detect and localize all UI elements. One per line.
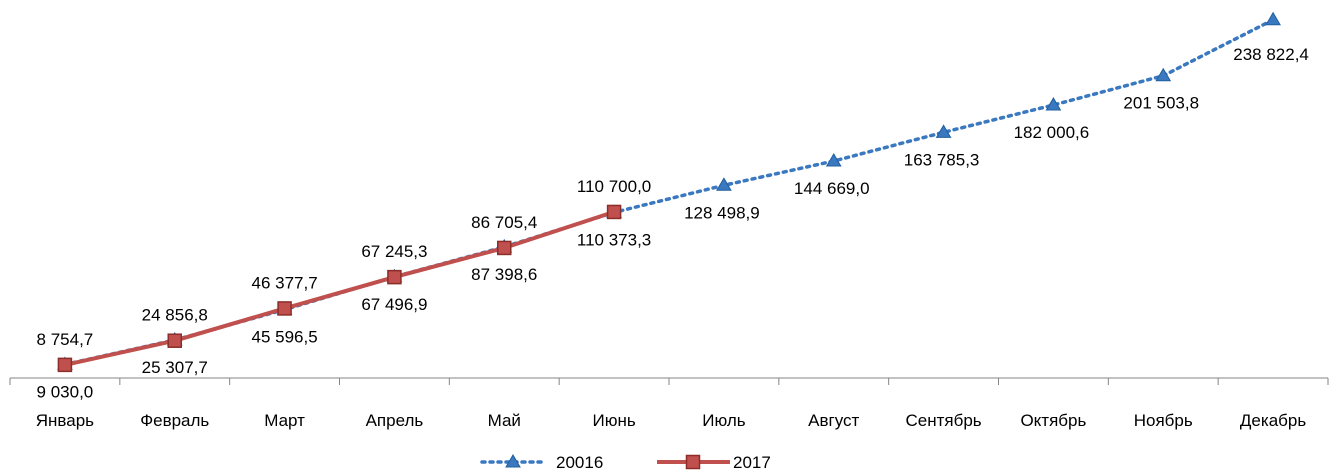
data-point-20016 [825,153,842,167]
data-label-2017: 67 245,3 [361,242,427,261]
data-label-20016: 163 785,3 [904,150,980,169]
data-point-2017 [277,301,292,316]
x-tick-label: Ноябрь [1134,411,1193,430]
data-point-2017 [57,357,73,373]
data-point-20016 [1155,67,1172,82]
data-point-20016 [935,124,952,138]
data-label-20016: 201 503,8 [1123,94,1199,113]
data-point-20016 [1045,97,1062,111]
x-tick-label: Январь [36,411,94,430]
legend-label-2017: 2017 [733,453,771,472]
x-tick-label: Март [264,411,305,430]
data-label-20016: 87 398,6 [471,265,537,284]
data-label-2017: 110 700,0 [577,177,651,196]
x-tick-label: Апрель [366,411,424,430]
x-tick-label: Декабрь [1240,411,1306,430]
data-point-20016 [1265,11,1281,26]
data-point-2017 [497,240,512,256]
x-tick-label: Октябрь [1020,411,1086,430]
data-label-2017: 24 856,8 [142,306,208,325]
data-label-20016: 238 822,4 [1233,45,1309,64]
x-axis: Январь Февраль Март Апрель Май Июнь Июль Август… [9,377,1329,430]
series-line-20016 [63,18,1275,367]
data-label-20016: 144 669,0 [794,179,870,198]
series-line-2017 [64,209,615,367]
x-tick-label: Сентябрь [905,411,981,430]
data-labels: 9 030,0 25 307,7 45 596,5 67 496,9 87 398,6 1… [37,45,1309,402]
x-tick-label: Февраль [140,411,209,430]
legend-marker-2017 [685,454,701,470]
data-point-2017 [387,269,402,285]
data-label-2017: 46 377,7 [251,273,317,292]
data-label-20016: 25 307,7 [142,358,208,377]
x-tick-label: Май [488,411,521,430]
data-label-2017: 86 705,4 [471,213,537,232]
data-label-20016: 128 498,9 [684,203,760,222]
data-label-20016: 67 496,9 [361,295,427,314]
data-label-20016: 45 596,5 [251,328,317,347]
x-tick-label: Июль [702,411,746,430]
data-label-2017: 8 754,7 [37,330,94,349]
series-layer [57,11,1281,373]
data-label-20016: 182 000,6 [1014,123,1090,142]
data-label-20016: 110 373,3 [577,230,651,249]
data-point-2017 [606,204,622,220]
x-tick-label: Июнь [592,411,635,430]
x-tick-label: Август [808,411,859,430]
data-point-2017 [167,333,182,348]
data-point-20016 [716,177,732,191]
legend-marker-20016 [505,454,521,468]
data-label-20016: 9 030,0 [37,382,94,401]
legend: 20016 2017 [480,453,771,472]
legend-label-20016: 20016 [556,453,603,472]
